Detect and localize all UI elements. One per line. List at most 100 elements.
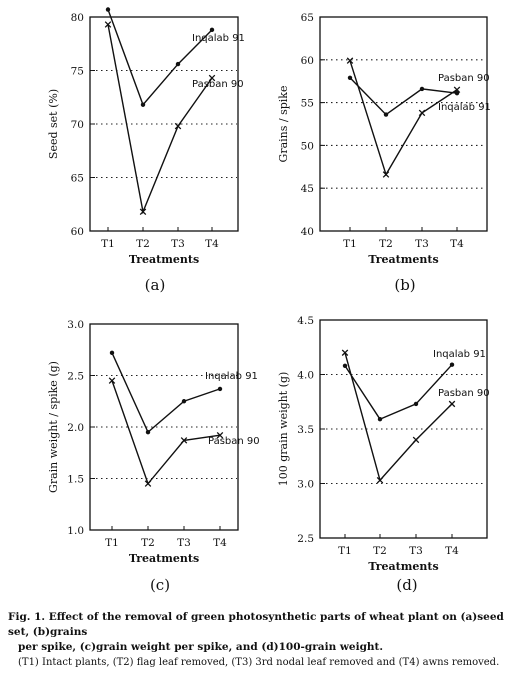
- y-tick-label: 50: [301, 140, 314, 152]
- data-point-dot: [454, 90, 460, 96]
- y-tick-label: 70: [71, 119, 84, 131]
- series-label: Inqalab 91: [433, 349, 486, 360]
- data-point-cross: [108, 377, 116, 384]
- data-point-dot: [145, 429, 151, 435]
- x-tick-label: T4: [445, 545, 459, 557]
- x-axis-label: Treatments: [368, 560, 438, 573]
- x-tick-label: T4: [213, 537, 227, 549]
- y-tick-label: 3.5: [297, 424, 314, 436]
- series-line: [344, 352, 453, 482]
- y-tick-label: 2.5: [67, 371, 84, 383]
- caption-line-2: per spike, (c)grain weight per spike, an…: [18, 641, 384, 653]
- data-point-cross: [139, 208, 147, 215]
- caption-line-3: (T1) Intact plants, (T2) flag leaf remov…: [18, 657, 500, 668]
- data-point-cross: [341, 349, 349, 356]
- series-line: [111, 352, 221, 434]
- data-point-dot: [181, 399, 187, 404]
- data-point-dot: [449, 362, 455, 367]
- caption-fig-label: Fig. 1.: [8, 611, 46, 623]
- series-label: Inqalab 91: [192, 33, 245, 44]
- y-tick-label: 60: [71, 226, 84, 238]
- data-point-cross: [216, 431, 224, 439]
- panel-label: (d): [396, 576, 417, 594]
- y-axis-label: 100 grain weight (g): [277, 372, 290, 487]
- data-point-cross: [174, 122, 182, 130]
- data-point-dot: [413, 401, 419, 407]
- data-point-dot: [175, 61, 181, 67]
- y-tick-label: 2.0: [67, 422, 84, 434]
- y-tick-label: 1.0: [67, 525, 84, 537]
- data-point-cross: [208, 74, 216, 82]
- y-tick-label: 75: [71, 66, 84, 78]
- y-tick-label: 65: [71, 173, 84, 185]
- data-point-dot: [419, 86, 425, 92]
- series-line: [349, 77, 458, 116]
- y-tick-label: 80: [71, 12, 84, 24]
- series-line: [349, 60, 458, 177]
- y-tick-label: 65: [301, 12, 314, 24]
- data-point-dot: [383, 112, 389, 117]
- x-tick-label: T3: [409, 545, 423, 557]
- x-tick-label: T3: [171, 238, 185, 250]
- y-tick-label: 45: [301, 183, 314, 195]
- x-tick-label: T1: [338, 545, 352, 557]
- x-axis-label: Treatments: [129, 253, 199, 266]
- data-point-cross: [144, 480, 152, 487]
- caption-text-1: Effect of the removal of green photosynt…: [8, 611, 504, 638]
- data-point-cross: [448, 400, 456, 408]
- x-tick-label: T3: [415, 238, 429, 250]
- y-tick-label: 4.5: [297, 315, 314, 327]
- data-point-cross: [180, 437, 188, 444]
- figure-caption: Fig. 1. Effect of the removal of green p…: [8, 610, 524, 670]
- series-label: Inqalab 91: [438, 102, 491, 113]
- x-tick-label: T4: [450, 238, 464, 250]
- data-point-dot: [140, 102, 146, 107]
- series-line: [107, 24, 213, 215]
- y-tick-label: 2.5: [297, 533, 314, 545]
- x-tick-label: T1: [343, 238, 357, 250]
- y-axis-label: Seed set (%): [47, 89, 60, 159]
- series-label: Inqalab 91: [205, 371, 258, 382]
- x-tick-label: T2: [141, 537, 155, 549]
- panel-label: (c): [150, 576, 170, 594]
- y-tick-label: 1.5: [67, 474, 84, 486]
- data-point-dot: [342, 363, 348, 368]
- series-label: Pasban 90: [208, 436, 260, 447]
- plot-frame: [319, 16, 488, 232]
- data-point-dot: [347, 75, 353, 80]
- x-tick-label: T3: [177, 537, 191, 549]
- y-tick-label: 3.0: [67, 319, 84, 331]
- y-tick-label: 40: [301, 226, 314, 238]
- y-axis-label: Grains / spike: [277, 86, 290, 163]
- caption-line-1: Fig. 1. Effect of the removal of green p…: [8, 610, 524, 640]
- data-point-cross: [376, 476, 384, 484]
- y-tick-label: 55: [301, 98, 314, 110]
- x-tick-label: T1: [105, 537, 119, 549]
- panel-label: (a): [145, 276, 166, 294]
- data-point-cross: [104, 21, 112, 28]
- data-point-cross: [382, 171, 390, 178]
- x-tick-label: T2: [136, 238, 150, 250]
- series-label: Pasban 90: [438, 73, 490, 84]
- data-point-dot: [109, 350, 115, 356]
- x-tick-label: T2: [373, 545, 387, 557]
- y-tick-label: 4.0: [297, 370, 314, 382]
- data-point-dot: [209, 27, 215, 33]
- panel-label: (b): [394, 276, 415, 294]
- series-label: Pasban 90: [192, 79, 244, 90]
- y-tick-label: 60: [301, 55, 314, 67]
- data-point-dot: [377, 416, 383, 422]
- x-axis-label: Treatments: [129, 552, 199, 565]
- y-axis-label: Grain weight / spike (g): [47, 361, 60, 493]
- series-line: [111, 380, 221, 486]
- data-point-dot: [217, 386, 223, 392]
- data-point-cross: [453, 86, 461, 94]
- x-tick-label: T1: [101, 238, 115, 250]
- series-line: [107, 9, 213, 107]
- data-point-cross: [412, 436, 420, 444]
- x-tick-label: T4: [205, 238, 219, 250]
- y-tick-label: 3.0: [297, 479, 314, 491]
- data-point-cross: [418, 109, 426, 117]
- series-label: Pasban 90: [438, 388, 490, 399]
